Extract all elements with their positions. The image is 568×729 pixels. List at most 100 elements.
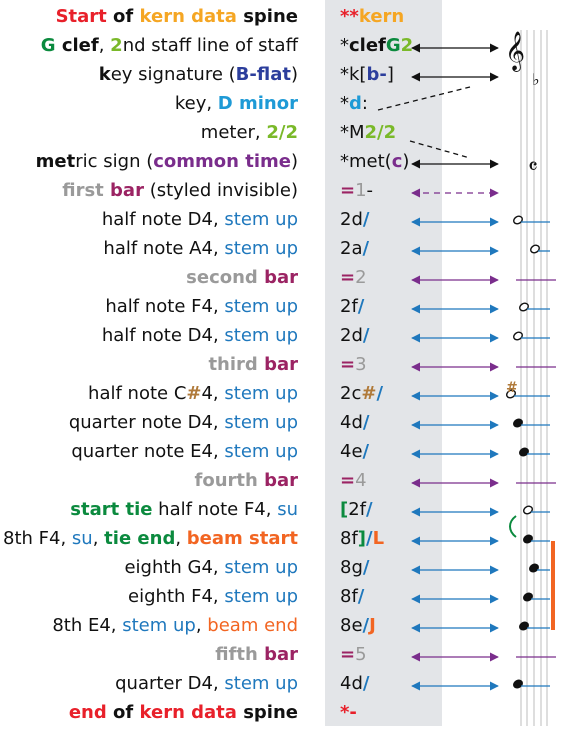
code-segment: 2d — [340, 325, 363, 346]
description-segment: kern data — [139, 6, 237, 27]
kern-code: 2d/ — [340, 325, 369, 347]
notehead — [523, 534, 533, 544]
description-segment: D minor — [217, 93, 298, 114]
row-description: meter, 2/2 — [201, 122, 298, 144]
kern-code: 4d/ — [340, 412, 369, 434]
notehead — [519, 447, 529, 457]
description-segment: half note F4, — [152, 499, 278, 520]
row: meter, 2/2 *M2/2 — [0, 120, 568, 149]
code-segment: 8f — [340, 528, 358, 549]
code-segment: 2c — [340, 383, 362, 404]
row: third bar =3 — [0, 352, 568, 381]
description-segment: common time — [153, 151, 291, 172]
row: half note D4, stem up 2d/ — [0, 323, 568, 352]
kern-code: 4d/ — [340, 673, 369, 695]
code-segment: 2f — [340, 296, 358, 317]
description-segment: su — [277, 499, 298, 520]
code-segment: = — [340, 470, 356, 491]
code-segment: kern — [358, 6, 405, 27]
description-segment: stem up — [224, 441, 298, 462]
code-segment: clef — [349, 35, 386, 56]
code-segment: * — [340, 35, 349, 56]
code-segment: / — [357, 586, 365, 607]
description-segment: half note A4, — [103, 238, 225, 259]
meter-pointer — [409, 140, 471, 159]
notehead — [513, 679, 523, 689]
code-segment: ) — [402, 151, 410, 172]
row: fourth bar =4 — [0, 468, 568, 497]
code-segment: = — [340, 180, 356, 201]
row: half note F4, stem up 2f/ — [0, 294, 568, 323]
description-segment: # — [186, 383, 202, 404]
row-description: key signature (B-flat) — [99, 64, 298, 86]
description-segment: stem up — [224, 412, 298, 433]
code-segment: / — [362, 557, 370, 578]
description-segment: beam start — [186, 528, 298, 549]
code-segment: / — [376, 383, 384, 404]
notehead — [519, 621, 529, 631]
description-segment: spine — [236, 6, 298, 27]
row-description: second bar — [186, 267, 298, 289]
row-description: half note D4, stem up — [102, 209, 298, 231]
code-segment: 1 — [355, 180, 367, 201]
code-segment: ] — [386, 64, 394, 85]
tie-arc — [509, 515, 517, 538]
description-segment: ric sign ( — [75, 151, 154, 172]
row-description: 8th F4, su, tie end, beam start — [3, 528, 298, 550]
code-segment: = — [340, 267, 356, 288]
code-segment: / — [362, 325, 370, 346]
description-segment: 8th E4, — [52, 615, 123, 636]
kern-code: 4e/ — [340, 441, 369, 463]
notehead — [513, 331, 523, 341]
code-segment: : — [361, 93, 368, 114]
code-segment: *k[ — [340, 64, 367, 85]
row-description: end of kern data spine — [69, 702, 298, 724]
row-description: eighth G4, stem up — [124, 557, 298, 579]
code-segment: *- — [340, 702, 357, 723]
code-segment: 2f — [348, 499, 367, 520]
description-segment: of — [106, 6, 140, 27]
description-segment: stem up — [224, 325, 298, 346]
code-segment: 8f — [340, 586, 358, 607]
row-description: 8th E4, stem up, beam end — [52, 615, 298, 637]
description-segment: clef — [55, 35, 99, 56]
kern-code: =5 — [340, 644, 367, 666]
description-segment: tie end — [104, 528, 176, 549]
description-segment: bar — [264, 354, 298, 375]
row-description: quarter note E4, stem up — [71, 441, 298, 463]
code-segment: d — [349, 93, 362, 114]
description-segment: key, — [174, 93, 218, 114]
row: Start of kern data spine **kern — [0, 4, 568, 33]
description-segment: , — [92, 528, 105, 549]
code-segment: b- — [366, 64, 387, 85]
row-description: half note F4, stem up — [105, 296, 298, 318]
code-segment: 2/2 — [364, 122, 397, 143]
row-description: half note D4, stem up — [102, 325, 298, 347]
row-description: start tie half note F4, su — [70, 499, 298, 521]
code-segment: L — [372, 528, 385, 549]
notehead — [506, 389, 516, 399]
treble-clef-icon: 𝄞 — [505, 31, 525, 72]
row: quarter note D4, stem up 4d/ — [0, 410, 568, 439]
row-description: half note A4, stem up — [103, 238, 298, 260]
code-segment: 2 — [400, 35, 414, 56]
description-segment: stem up — [224, 209, 298, 230]
row-description: third bar — [208, 354, 298, 376]
description-segment: ) — [290, 151, 298, 172]
row-description: eighth F4, stem up — [128, 586, 298, 608]
description-segment: end — [68, 702, 107, 723]
row: key signature (B-flat) *k[b-] — [0, 62, 568, 91]
description-segment: meter, — [200, 122, 267, 143]
description-segment: k — [98, 64, 111, 85]
description-segment: nd staff line of staff — [122, 35, 298, 56]
code-segment: 8g — [340, 557, 363, 578]
description-segment: (styled invisible) — [143, 180, 298, 201]
code-segment: 3 — [355, 354, 367, 375]
code-segment: * — [340, 93, 349, 114]
code-segment: - — [366, 180, 374, 201]
description-segment: bar — [264, 267, 298, 288]
row-description: quarter note D4, stem up — [69, 412, 298, 434]
description-segment: met — [35, 151, 76, 172]
code-segment: [ — [340, 499, 349, 520]
code-segment: 4d — [340, 412, 363, 433]
